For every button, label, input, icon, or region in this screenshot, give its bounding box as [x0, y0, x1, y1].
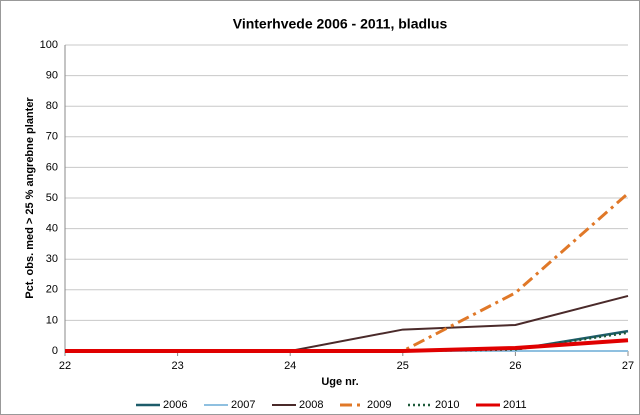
- legend-label: 2007: [231, 399, 255, 411]
- y-tick-label: 70: [46, 131, 58, 143]
- x-tick-label: 26: [509, 360, 521, 372]
- y-tick-label: 50: [46, 192, 58, 204]
- y-tick-label: 100: [40, 39, 58, 51]
- x-tick-label: 27: [622, 360, 634, 372]
- legend-label: 2009: [367, 399, 391, 411]
- y-tick-label: 80: [46, 100, 58, 112]
- y-tick-label: 10: [46, 314, 58, 326]
- y-axis-title: Pct. obs. med > 25 % angrebne planter: [24, 97, 36, 299]
- y-tick-label: 20: [46, 284, 58, 296]
- legend-label: 2006: [163, 399, 187, 411]
- legend-label: 2010: [435, 399, 459, 411]
- legend-label: 2008: [299, 399, 323, 411]
- x-tick-label: 22: [59, 360, 71, 372]
- series-line: [65, 338, 629, 353]
- y-tick-label: 30: [46, 253, 58, 265]
- y-tick-label: 40: [46, 223, 58, 235]
- y-tick-label: 60: [46, 161, 58, 173]
- x-tick-label: 24: [284, 360, 296, 372]
- x-axis-title: Uge nr.: [321, 376, 358, 388]
- y-tick-label: 90: [46, 70, 58, 82]
- x-tick-label: 23: [171, 360, 183, 372]
- legend-label: 2011: [503, 399, 527, 411]
- y-tick-label: 0: [52, 345, 58, 357]
- x-tick-label: 25: [397, 360, 409, 372]
- chart-title: Vinterhvede 2006 - 2011, bladlus: [233, 16, 448, 32]
